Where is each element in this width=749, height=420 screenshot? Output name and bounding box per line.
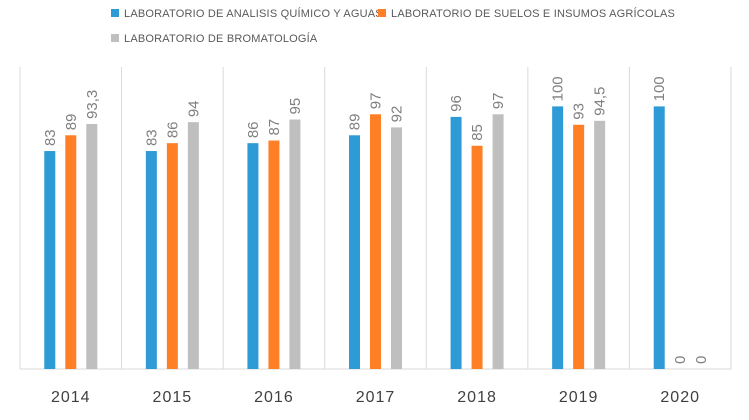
bar-2-2016 xyxy=(289,119,301,370)
legend-swatch-1 xyxy=(378,9,386,17)
bar-2-2015 xyxy=(187,122,199,369)
data-label-0-2017: 89 xyxy=(347,114,364,131)
data-label-0-2018: 96 xyxy=(448,95,465,112)
legend-item-1: LABORATORIO DE SUELOS E INSUMOS AGRÍCOLA… xyxy=(378,7,675,20)
bar-0-2017 xyxy=(349,135,360,369)
data-label-1-2016: 87 xyxy=(266,119,283,136)
data-label-2-2016: 95 xyxy=(287,98,304,115)
bar-2-2019 xyxy=(594,120,606,370)
data-label-2-2014: 93,3 xyxy=(84,90,101,119)
data-label-1-2018: 85 xyxy=(469,124,486,141)
data-label-2-2017: 92 xyxy=(389,106,406,123)
legend-label-0: LABORATORIO DE ANALISIS QUÍMICO Y AGUAS xyxy=(124,7,383,20)
legend-swatch-2 xyxy=(111,34,119,42)
bar-2-2017 xyxy=(391,127,402,370)
x-tick-2020: 2020 xyxy=(660,389,700,406)
data-label-1-2020: 0 xyxy=(672,356,689,364)
legend-item-2: LABORATORIO DE BROMATOLOGÍA xyxy=(111,32,318,45)
x-tick-2019: 2019 xyxy=(559,389,599,406)
data-label-2-2020: 0 xyxy=(693,356,710,364)
data-label-1-2019: 93 xyxy=(571,103,588,120)
bar-0-2016 xyxy=(247,143,259,369)
data-label-0-2020: 100 xyxy=(651,76,668,101)
x-tick-2015: 2015 xyxy=(153,389,193,406)
data-label-1-2014: 89 xyxy=(63,114,80,131)
data-label-1-2017: 97 xyxy=(368,93,385,110)
legend-swatch-0 xyxy=(111,9,119,17)
data-label-0-2014: 83 xyxy=(42,129,59,146)
data-label-0-2019: 100 xyxy=(550,76,567,101)
x-tick-2018: 2018 xyxy=(457,389,497,406)
bar-1-2019 xyxy=(573,124,585,369)
bar-1-2018 xyxy=(471,145,483,369)
legend-label-2: LABORATORIO DE BROMATOLOGÍA xyxy=(124,32,318,45)
bar-0-2018 xyxy=(450,116,462,369)
x-tick-2014: 2014 xyxy=(51,389,91,406)
bar-0-2019 xyxy=(552,106,564,370)
legend: LABORATORIO DE ANALISIS QUÍMICO Y AGUAS … xyxy=(111,7,675,45)
x-tick-2016: 2016 xyxy=(254,389,294,406)
data-label-1-2015: 86 xyxy=(164,121,181,138)
bar-0-2020 xyxy=(653,106,665,370)
bar-1-2015 xyxy=(166,143,178,369)
bar-1-2014 xyxy=(65,135,77,369)
data-label-2-2015: 94 xyxy=(185,100,202,117)
data-label-0-2015: 83 xyxy=(143,129,160,146)
bar-0-2015 xyxy=(145,151,157,369)
x-tick-2017: 2017 xyxy=(356,389,396,406)
data-label-0-2016: 86 xyxy=(245,121,262,138)
bar-1-2016 xyxy=(268,140,280,369)
bar-0-2014 xyxy=(44,151,56,369)
data-label-2-2019: 94,5 xyxy=(592,87,609,116)
bar-2-2018 xyxy=(492,114,504,369)
bar-1-2017 xyxy=(370,114,381,369)
bar-2-2014 xyxy=(86,123,98,369)
legend-label-1: LABORATORIO DE SUELOS E INSUMOS AGRÍCOLA… xyxy=(391,7,675,20)
data-label-2-2018: 97 xyxy=(490,93,507,110)
legend-item-0: LABORATORIO DE ANALISIS QUÍMICO Y AGUAS xyxy=(111,7,383,20)
